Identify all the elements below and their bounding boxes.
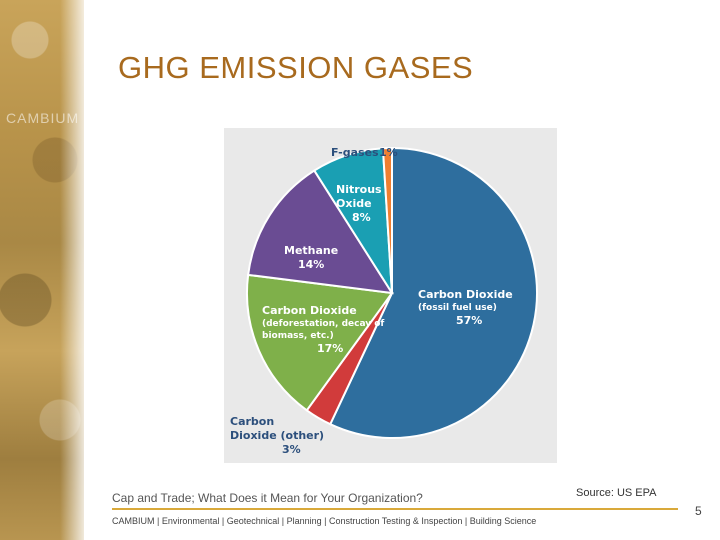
slice-label-line: (deforestation, decay of [262,319,384,329]
footer-divider [112,508,678,510]
slice-label-line: Carbon [230,415,274,428]
photo-strip-fade [60,0,90,540]
slice-label-2: Carbon Dioxide (deforestation, decay of bi… [262,304,384,355]
slice-value-label: 3% [282,443,301,456]
slice-value-label: 8% [352,211,371,224]
slice-label-line: Methane [284,244,338,257]
pie-slice-2 [246,273,394,412]
slice-label-line: Carbon Dioxide [418,288,513,301]
pie-slice-5 [381,146,393,294]
slice-value-label: 1% [379,146,398,159]
source-note: Source: US EPA [576,487,657,499]
page-number: 5 [695,504,702,518]
slice-value-label: 17% [317,342,343,355]
slice-value-label: 57% [456,314,482,327]
slice-label-5: F-gases 1% [331,146,398,159]
pie-chart-panel: Carbon Dioxide (fossil fuel use) 57% Carbon… [224,128,557,463]
slice-label-line: biomass, etc.) [262,331,334,341]
slice-value-label: 14% [298,258,324,271]
slice-label-line: F-gases [331,146,379,159]
slice-label-line: Carbon Dioxide [262,304,357,317]
slice-label-0: Carbon Dioxide (fossil fuel use)57% [418,288,513,327]
slice-label-line: Dioxide (other) [230,429,324,442]
slide-title: GHG EMISSION GASES [118,50,474,85]
slice-label-line: Nitrous [336,183,382,196]
slice-label-line: Oxide [336,197,372,210]
pie-slice-3 [247,169,394,295]
company-services-line: CAMBIUM | Environmental | Geotechnical |… [112,516,537,526]
presentation-subtitle: Cap and Trade; What Does it Mean for You… [112,491,423,505]
slice-label-line: (fossil fuel use) [418,303,497,313]
photo-strip-logo-text: CAMBIUM [6,110,80,126]
pie-slice-0 [328,146,538,439]
pie-chart: Carbon Dioxide(fossil fuel use)57%Carbon… [230,146,538,456]
